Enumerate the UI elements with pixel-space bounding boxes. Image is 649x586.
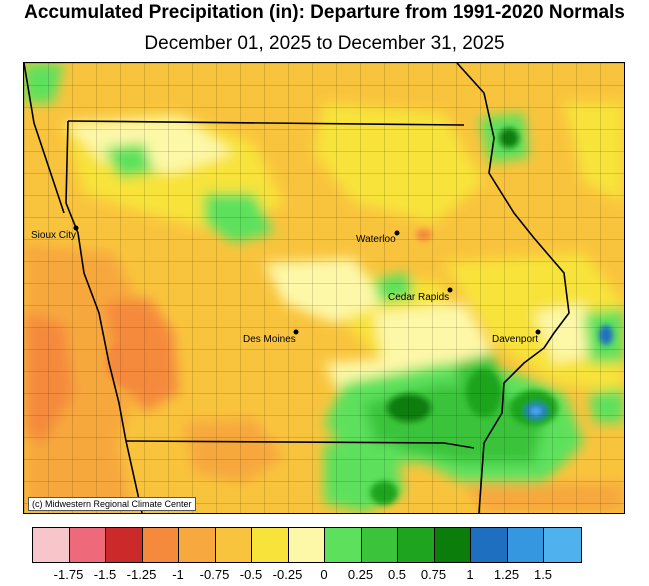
legend-swatch-14 bbox=[544, 528, 581, 562]
legend-swatch-11 bbox=[434, 528, 471, 562]
city-label-cedar-rapids: Cedar Rapids bbox=[388, 292, 450, 303]
precipitation-map: Sioux City Waterloo Cedar Rapids Des Moi… bbox=[23, 62, 625, 514]
legend-tick-8: 0.25 bbox=[347, 567, 374, 582]
legend-swatch-5 bbox=[215, 528, 252, 562]
city-label-waterloo: Waterloo bbox=[356, 234, 396, 245]
legend-swatch-0 bbox=[33, 528, 70, 562]
map-title: Accumulated Precipitation (in): Departur… bbox=[24, 2, 625, 23]
legend-tick-13: 1.5 bbox=[533, 567, 553, 582]
color-legend bbox=[32, 527, 582, 563]
legend-swatch-1 bbox=[69, 528, 106, 562]
legend-tick-5: -0.5 bbox=[239, 567, 263, 582]
legend-swatch-12 bbox=[471, 528, 508, 562]
legend-swatch-4 bbox=[179, 528, 216, 562]
city-marker-davenport bbox=[535, 329, 541, 335]
city-marker-waterloo bbox=[394, 230, 400, 236]
legend-tick-2: -1.25 bbox=[126, 567, 157, 582]
legend-swatch-6 bbox=[252, 528, 289, 562]
legend-swatch-10 bbox=[398, 528, 435, 562]
city-markers bbox=[73, 225, 541, 335]
county-lines bbox=[24, 63, 624, 513]
legend-tick-7: 0 bbox=[320, 567, 328, 582]
legend-swatch-13 bbox=[507, 528, 544, 562]
mississippi-river bbox=[456, 63, 570, 513]
legend-tick-12: 1.25 bbox=[493, 567, 520, 582]
legend-tick-11: 1 bbox=[466, 567, 474, 582]
map-canvas bbox=[24, 63, 624, 513]
map-subtitle: December 01, 2025 to December 31, 2025 bbox=[144, 33, 505, 54]
state-boundaries bbox=[24, 63, 570, 513]
legend-tick-9: 0.5 bbox=[387, 567, 407, 582]
city-label-sioux-city: Sioux City bbox=[31, 230, 77, 241]
legend-tick-6: -0.25 bbox=[272, 567, 303, 582]
legend-swatch-7 bbox=[288, 528, 325, 562]
legend-tick-1: -1.5 bbox=[93, 567, 117, 582]
legend-swatch-8 bbox=[325, 528, 362, 562]
mn-ia-border bbox=[67, 120, 465, 126]
legend-tick-3: -1 bbox=[172, 567, 184, 582]
legend-tick-4: -0.75 bbox=[199, 567, 230, 582]
credit-label: (c) Midwestern Regional Climate Center bbox=[28, 497, 196, 511]
legend-tick-labels: -1.75 -1.5 -1.25 -1 -0.75 -0.5 -0.25 0 0.25 0.5 0.… bbox=[0, 567, 649, 585]
city-marker-des-moines bbox=[293, 329, 299, 335]
legend-swatch-9 bbox=[361, 528, 398, 562]
legend-swatch-3 bbox=[142, 528, 179, 562]
city-marker-cedar-rapids bbox=[447, 287, 453, 293]
legend-swatch-2 bbox=[106, 528, 143, 562]
legend-tick-10: 0.75 bbox=[420, 567, 447, 582]
city-label-davenport: Davenport bbox=[492, 334, 539, 345]
legend-tick-0: -1.75 bbox=[53, 567, 84, 582]
city-label-des-moines: Des Moines bbox=[243, 334, 296, 345]
city-marker-sioux-city bbox=[73, 225, 79, 231]
